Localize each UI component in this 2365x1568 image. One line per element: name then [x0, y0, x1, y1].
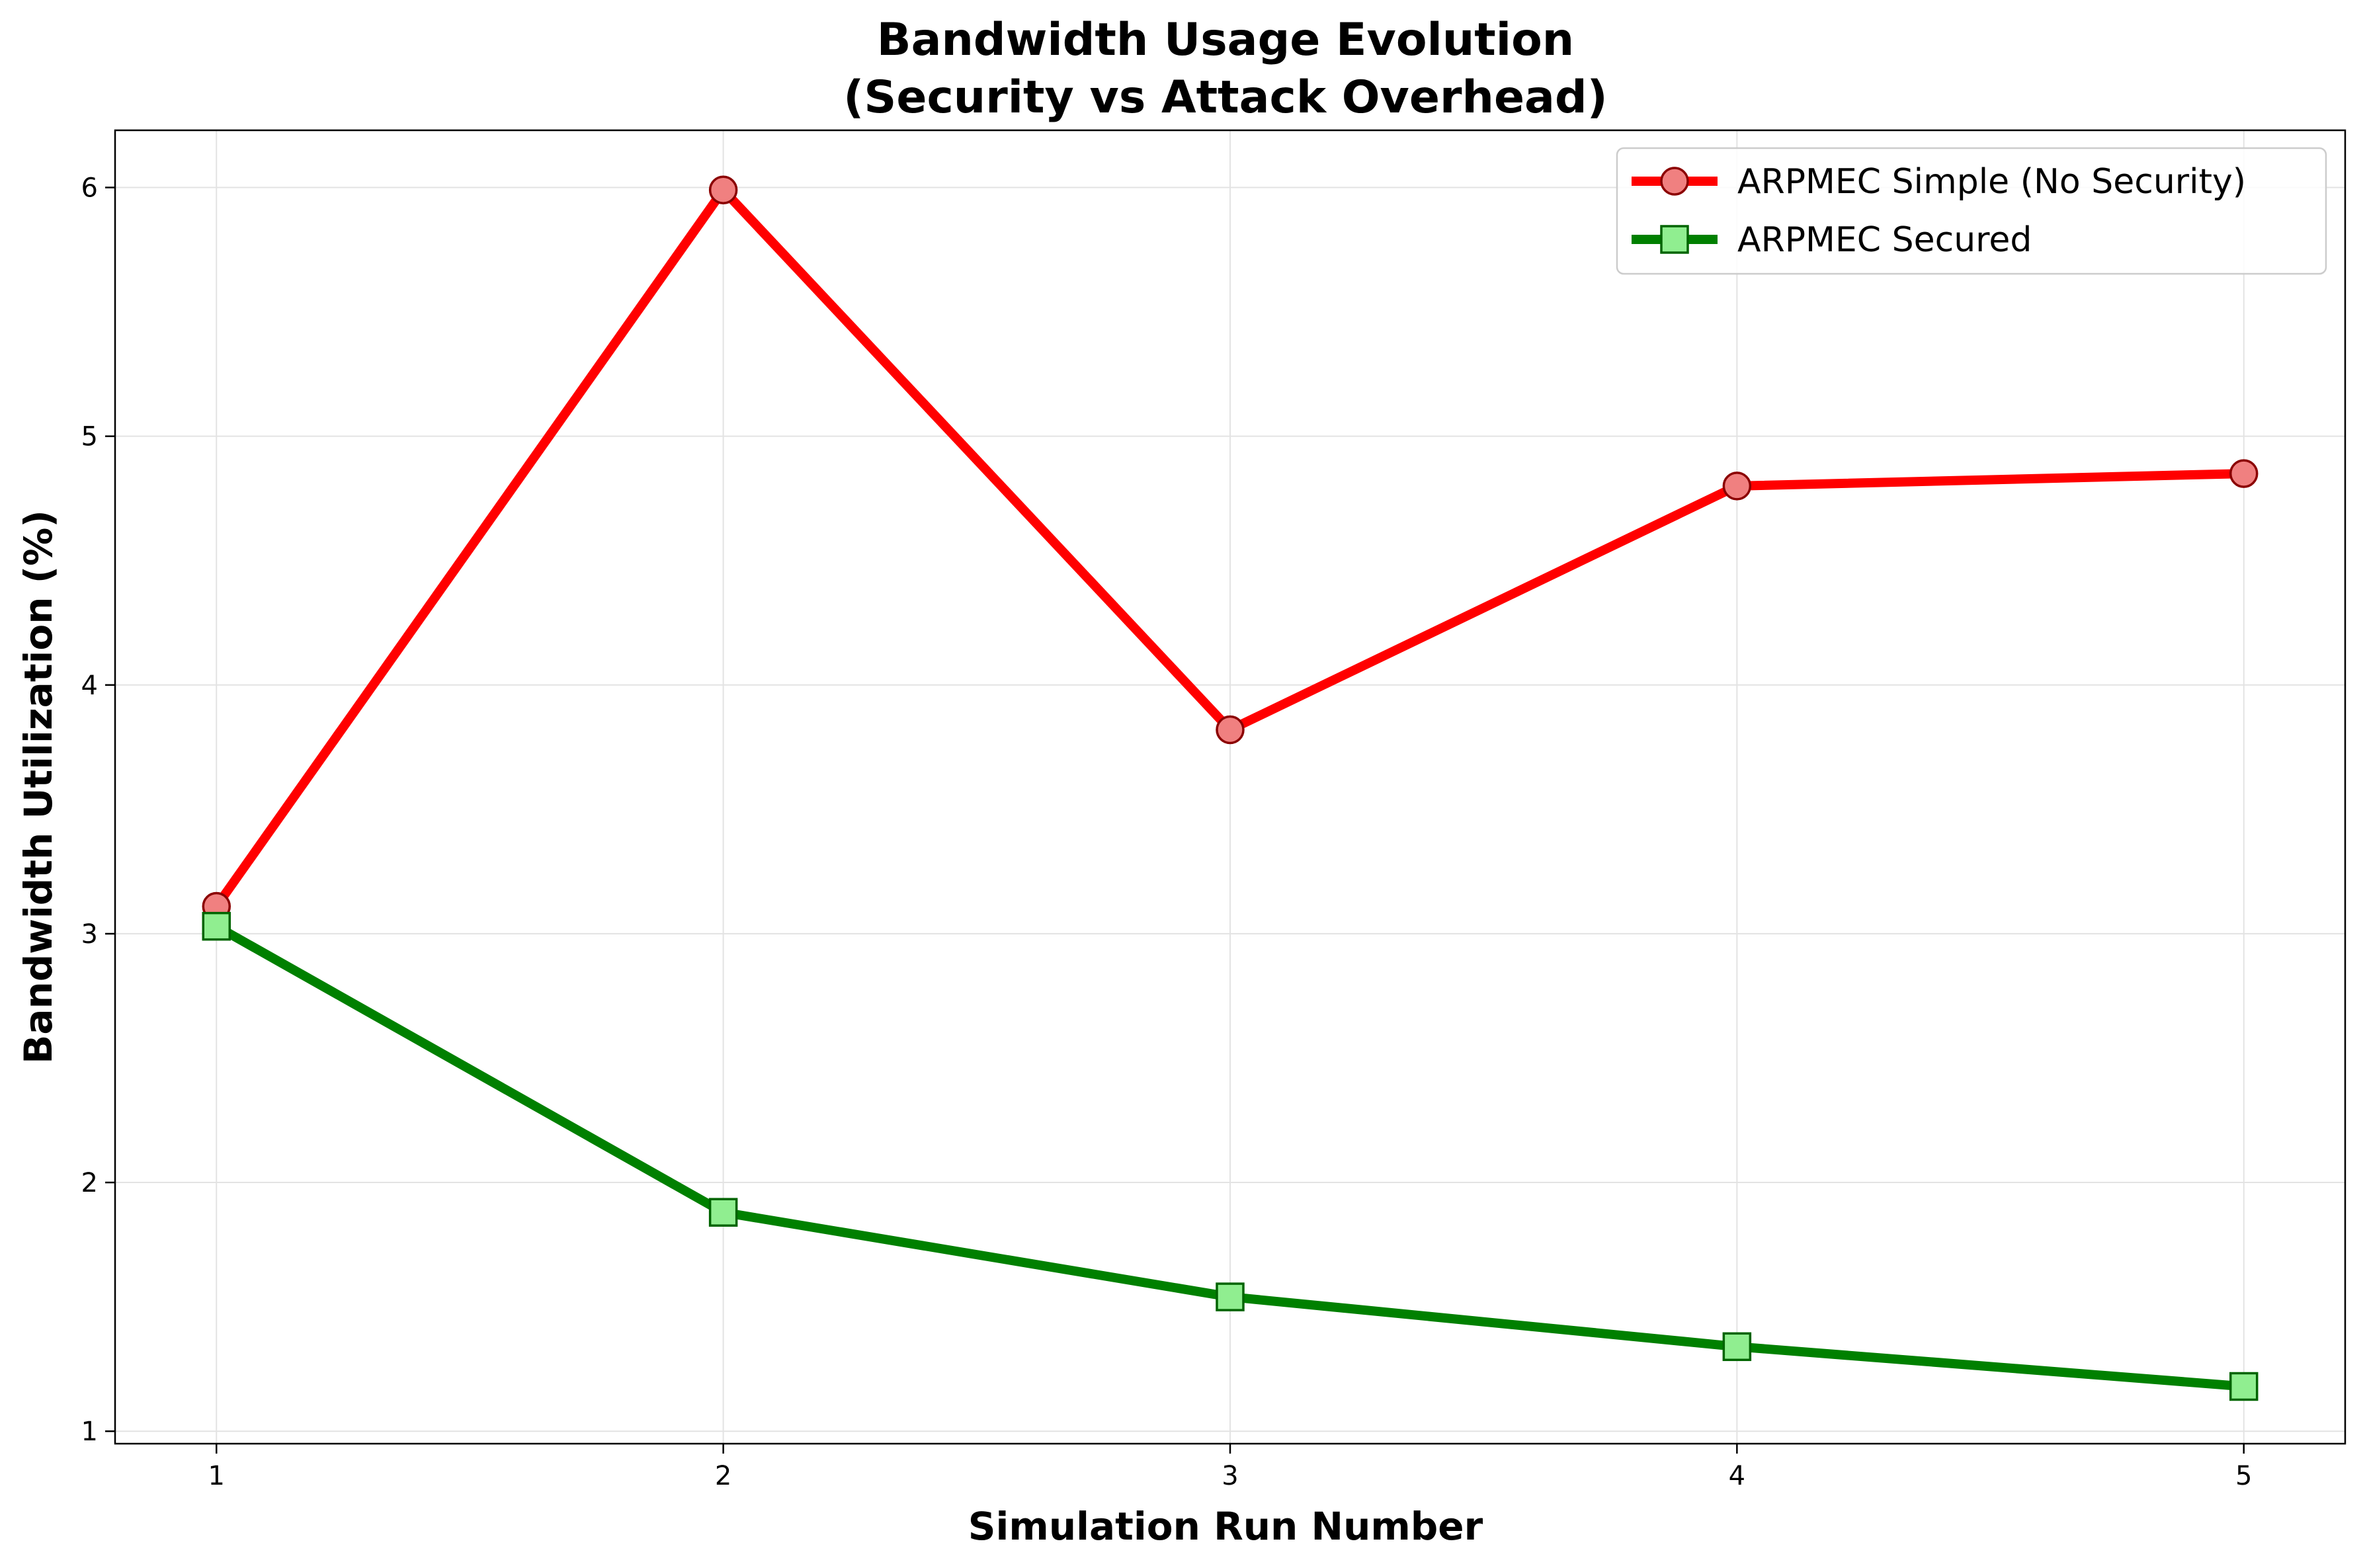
- series-0-point: [1216, 715, 1245, 745]
- series-1-point: [1722, 1332, 1752, 1362]
- legend-swatch-marker-0: [1660, 167, 1689, 196]
- legend-swatch-marker-1: [1660, 225, 1689, 254]
- legend: ARPMEC Simple (No Security) ARPMEC Secure…: [1616, 147, 2327, 275]
- x-axis-title: Simulation Run Number: [968, 1504, 1483, 1549]
- series-1-point: [2229, 1372, 2259, 1401]
- y-tick-label: 5: [81, 422, 98, 452]
- x-tick-label: 1: [208, 1461, 225, 1491]
- y-tick-label: 4: [81, 671, 98, 701]
- y-tick-label: 3: [81, 919, 98, 950]
- x-tick-label: 4: [1729, 1461, 1745, 1491]
- series-1-point: [1216, 1282, 1245, 1311]
- y-tick-label: 6: [81, 173, 98, 204]
- series-0-point: [1722, 472, 1752, 501]
- legend-label-1: ARPMEC Secured: [1737, 220, 2032, 260]
- chart-title-line-1: Bandwidth Usage Evolution: [877, 14, 1574, 66]
- y-tick-label: 1: [81, 1417, 98, 1447]
- series-1-point: [708, 1198, 738, 1227]
- x-tick-label: 3: [1222, 1461, 1238, 1491]
- series-1-point: [202, 911, 231, 941]
- legend-label-0: ARPMEC Simple (No Security): [1737, 162, 2246, 202]
- chart-title-line-2: (Security vs Attack Overhead): [843, 71, 1607, 124]
- axes: 1 2 3 4 5 1 2 3 4 5 6: [81, 129, 2346, 1491]
- x-tick-label: 5: [2235, 1461, 2252, 1491]
- series-0-point: [2229, 459, 2259, 488]
- series-layer: [202, 175, 2259, 1401]
- legend-box: [1616, 147, 2327, 275]
- series-0-point: [708, 175, 738, 205]
- x-tick-label: 2: [715, 1461, 731, 1491]
- y-axis-title: Bandwidth Utilization (%): [16, 510, 61, 1064]
- y-tick-label: 2: [81, 1168, 98, 1198]
